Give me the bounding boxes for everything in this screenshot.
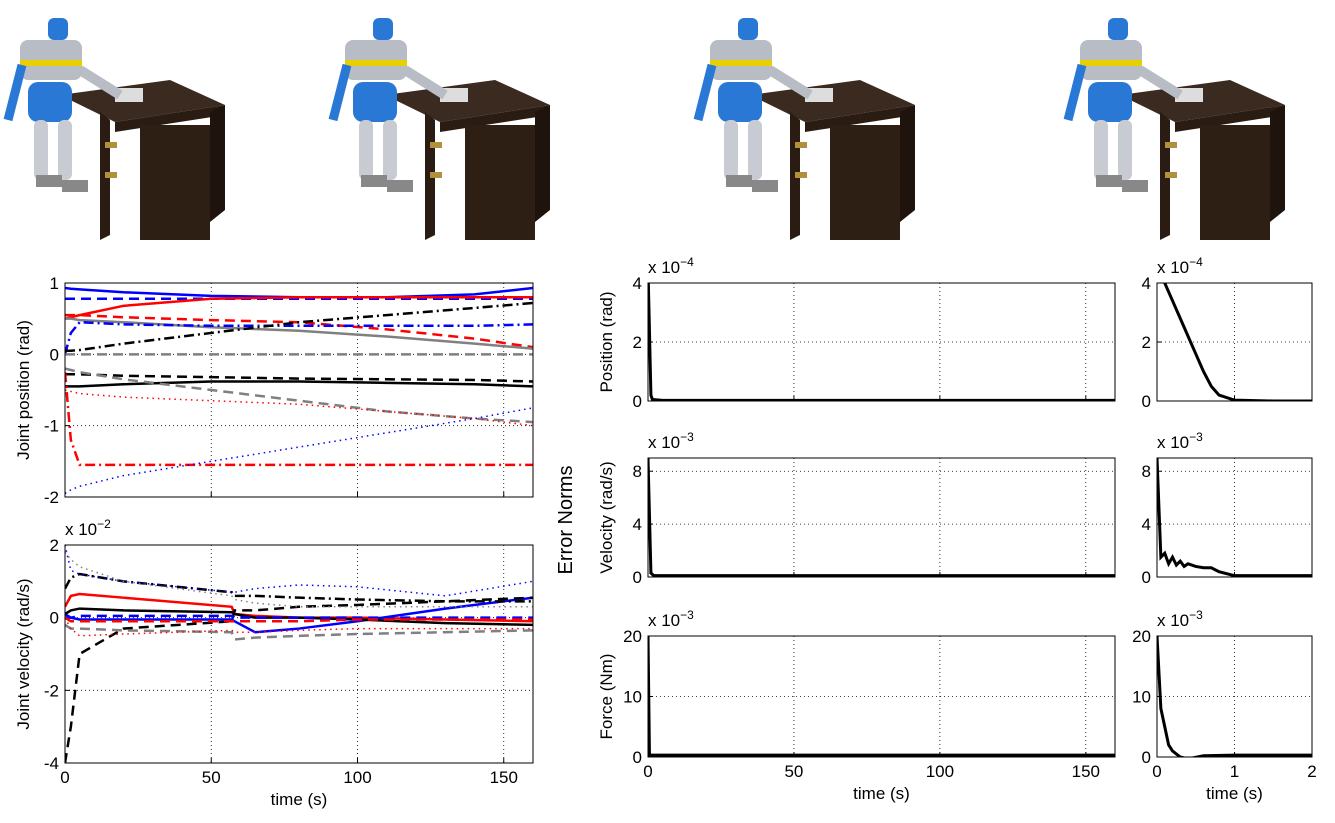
series-line (648, 268, 1115, 400)
x-tick-label: 150 (1072, 762, 1100, 781)
y-tick-label: 20 (1132, 627, 1151, 646)
x-tick-label: 0 (1152, 762, 1161, 781)
y-tick-label: -2 (44, 681, 59, 700)
y-tick-label: 4 (633, 515, 642, 534)
y-tick-label: 0 (633, 748, 642, 767)
series-line (65, 390, 533, 426)
y-tick-label: 0 (633, 392, 642, 411)
plot-frame (648, 458, 1115, 577)
series-line (65, 574, 533, 601)
multiplier-base: x 10 (648, 258, 680, 277)
y-tick-label: 8 (1142, 462, 1151, 481)
robot-snapshot (333, 18, 550, 240)
series-line (648, 636, 1115, 755)
multiplier-base: x 10 (1157, 433, 1189, 452)
y-tick-label: 4 (1142, 274, 1151, 293)
y-tick-label: 2 (1142, 333, 1151, 352)
y-tick-label: -2 (44, 488, 59, 507)
series-line (65, 408, 533, 494)
y-tick-label: -1 (44, 417, 59, 436)
x-axis-label: time (s) (1206, 784, 1263, 803)
y-tick-label: 20 (623, 627, 642, 646)
y-axis-label: Position (rad) (597, 291, 616, 392)
y-tick-label: 10 (1132, 688, 1151, 707)
axis-multiplier: x 10−3 (648, 608, 694, 630)
plot-frame (65, 283, 533, 497)
y-tick-label: 0 (1142, 392, 1151, 411)
series-line (65, 545, 533, 596)
multiplier-base: x 10 (1157, 611, 1189, 630)
multiplier-base: x 10 (1157, 258, 1189, 277)
x-axis-label: time (s) (853, 784, 910, 803)
multiplier-exponent: −3 (680, 430, 694, 444)
axis-multiplier: x 10−3 (1157, 608, 1203, 630)
robot-snapshot (1068, 18, 1285, 240)
axis-multiplier: x 10−4 (648, 255, 694, 277)
axis-multiplier: x 10−3 (1157, 430, 1203, 452)
x-tick-label: 0 (643, 762, 652, 781)
multiplier-exponent: −4 (1189, 255, 1203, 269)
robot-snapshot (8, 18, 225, 240)
multiplier-exponent: −3 (1189, 608, 1203, 622)
axis-multiplier: x 10−4 (1157, 255, 1203, 277)
y-axis-label: Force (Nm) (597, 654, 616, 740)
y-tick-label: 2 (633, 333, 642, 352)
x-tick-label: 100 (926, 762, 954, 781)
robot-snapshot (698, 18, 915, 240)
multiplier-exponent: −2 (97, 517, 111, 531)
x-tick-label: 0 (60, 768, 69, 787)
x-tick-label: 50 (202, 768, 221, 787)
x-tick-label: 150 (490, 768, 518, 787)
y-tick-label: 4 (1142, 515, 1151, 534)
x-tick-label: 2 (1307, 762, 1316, 781)
shared-y-label: Error Norms (555, 466, 577, 575)
y-tick-label: -4 (44, 754, 59, 773)
series-line (648, 458, 1115, 576)
multiplier-exponent: −3 (1189, 430, 1203, 444)
series-line (1157, 268, 1312, 401)
series-line (65, 625, 533, 640)
x-tick-label: 1 (1230, 762, 1239, 781)
multiplier-base: x 10 (65, 520, 97, 539)
multiplier-base: x 10 (648, 611, 680, 630)
multiplier-exponent: −4 (680, 255, 694, 269)
y-tick-label: 10 (623, 688, 642, 707)
multiplier-exponent: −3 (680, 608, 694, 622)
multiplier-base: x 10 (648, 433, 680, 452)
figure: Error Norms -2 -1 0 1 Joint position (rad) 0 5… (0, 0, 1335, 823)
y-axis-label: Joint position (rad) (14, 320, 33, 460)
series-line (65, 381, 533, 386)
series-line (65, 288, 533, 297)
y-axis-label: Joint velocity (rad/s) (14, 578, 33, 729)
plot-frame (65, 545, 533, 763)
y-tick-label: 0 (1142, 568, 1151, 587)
x-tick-label: 50 (784, 762, 803, 781)
axis-multiplier: x 10−3 (648, 430, 694, 452)
y-tick-label: 0 (50, 345, 59, 364)
y-tick-label: 0 (633, 568, 642, 587)
x-tick-label: 100 (343, 768, 371, 787)
y-tick-label: 1 (50, 274, 59, 293)
x-axis-label: time (s) (271, 790, 328, 809)
y-tick-label: 4 (633, 274, 642, 293)
y-tick-label: 0 (50, 609, 59, 628)
series-line (65, 322, 533, 354)
axis-multiplier: x 10−2 (65, 517, 111, 539)
y-axis-label: Velocity (rad/s) (597, 461, 616, 573)
y-tick-label: 8 (633, 462, 642, 481)
y-tick-label: 0 (1142, 748, 1151, 767)
y-tick-label: 2 (50, 536, 59, 555)
